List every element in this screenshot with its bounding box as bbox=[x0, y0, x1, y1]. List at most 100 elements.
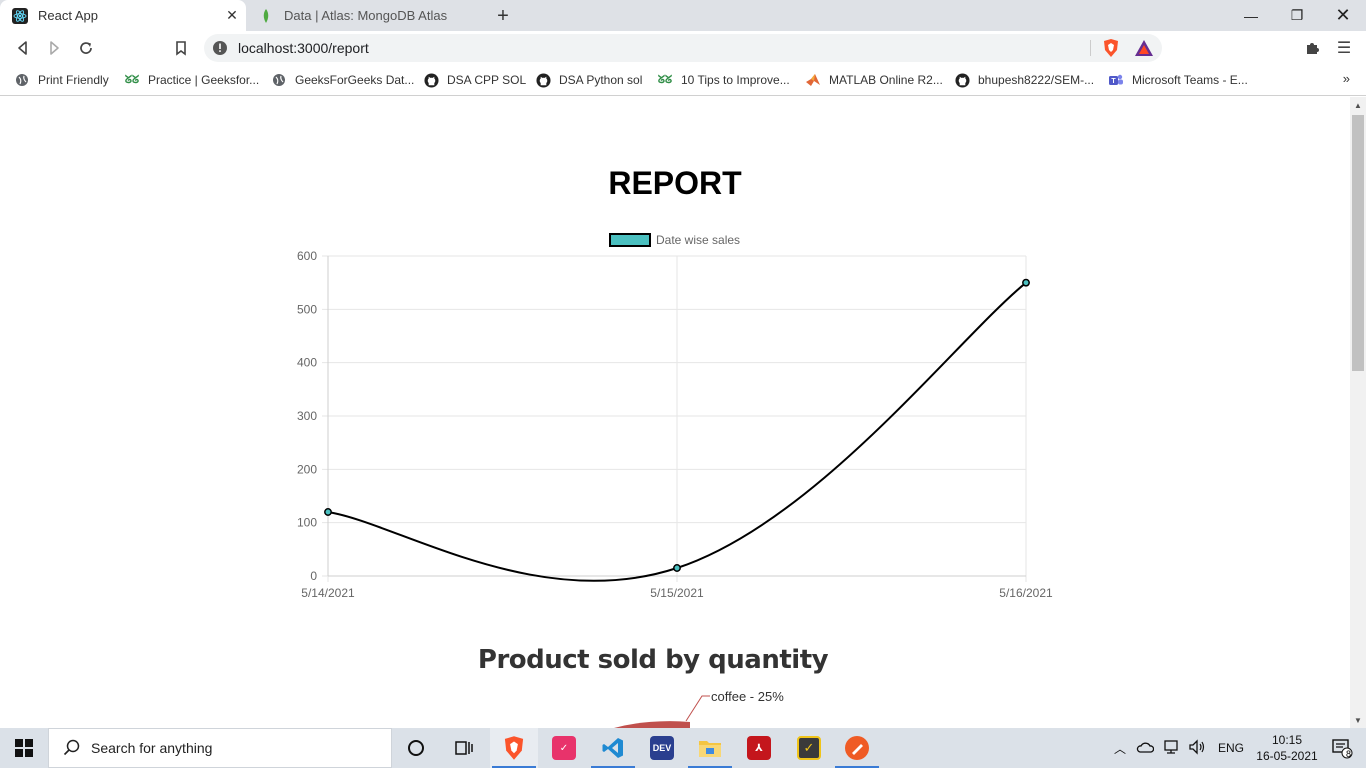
taskbar-calendar-app[interactable]: ✓ bbox=[540, 728, 588, 768]
forward-icon bbox=[50, 41, 59, 55]
scroll-down-arrow-icon[interactable]: ▼ bbox=[1354, 715, 1362, 725]
bookmark-dsa-cpp-sol[interactable]: DSA CPP SOL bbox=[423, 71, 526, 89]
brave-rewards-icon[interactable] bbox=[1134, 39, 1154, 62]
tab-bar: React App ✕ Data | Atlas: MongoDB Atlas … bbox=[0, 0, 1366, 31]
bookmark-print-friendly[interactable]: Print Friendly bbox=[14, 71, 109, 89]
y-tick-label: 600 bbox=[297, 249, 317, 263]
bookmark-geeksforgeeks-dat[interactable]: GeeksForGeeks Dat... bbox=[271, 71, 414, 89]
taskbar-todo-app[interactable]: ✓ bbox=[785, 728, 833, 768]
x-tick-label: 5/15/2021 bbox=[650, 586, 704, 600]
gfg-icon: ᘜᘜ bbox=[124, 73, 140, 86]
task-view-icon bbox=[455, 741, 473, 755]
pie-label-coffee: coffee - 25% bbox=[711, 689, 784, 704]
back-button[interactable] bbox=[12, 37, 34, 59]
x-tick-label: 5/14/2021 bbox=[301, 586, 355, 600]
y-tick-label: 500 bbox=[297, 302, 317, 316]
bookmark-icon bbox=[176, 41, 186, 56]
task-view-button[interactable] bbox=[440, 728, 488, 768]
page-title: REPORT bbox=[608, 165, 742, 201]
menu-button[interactable]: ☰ bbox=[1333, 37, 1355, 59]
taskbar-postman[interactable] bbox=[833, 728, 881, 768]
brave-shields-icon[interactable] bbox=[1102, 38, 1120, 63]
y-tick-label: 400 bbox=[297, 356, 317, 370]
taskbar-acrobat[interactable]: ⅄ bbox=[735, 728, 783, 768]
bookmark-bhupesh8222[interactable]: bhupesh8222/SEM-... bbox=[954, 71, 1094, 89]
bookmark-matlab-online[interactable]: MATLAB Online R2... bbox=[805, 71, 943, 89]
bookmark-microsoft-teams[interactable]: T Microsoft Teams - E... bbox=[1108, 71, 1248, 89]
url-text: localhost:3000/report bbox=[238, 40, 369, 56]
notification-icon bbox=[1332, 739, 1353, 759]
postman-icon bbox=[845, 736, 869, 760]
onedrive-cloud-icon[interactable] bbox=[1136, 741, 1155, 756]
pie-slice-coffee[interactable] bbox=[614, 721, 690, 728]
teams-icon: T bbox=[1108, 72, 1124, 88]
taskbar-vscode[interactable] bbox=[589, 728, 637, 768]
data-point[interactable] bbox=[673, 564, 681, 572]
new-tab-button[interactable]: + bbox=[497, 4, 509, 27]
tab-react-app[interactable]: React App ✕ bbox=[0, 0, 246, 31]
gfg-icon: ᘜᘜ bbox=[657, 73, 673, 86]
svg-text:T: T bbox=[1111, 78, 1116, 85]
omnibox-divider bbox=[1090, 40, 1091, 56]
bookmarks-bar: Print Friendly ᘜᘜ Practice | Geeksfor...… bbox=[0, 65, 1366, 96]
language-indicator[interactable]: ENG bbox=[1218, 741, 1245, 755]
chevron-up-icon[interactable]: ︿ bbox=[1114, 741, 1127, 756]
taskbar-search[interactable]: Search for anything bbox=[48, 728, 392, 768]
bookmark-10-tips[interactable]: ᘜᘜ 10 Tips to Improve... bbox=[657, 73, 790, 87]
more-bookmarks-button[interactable]: » bbox=[1342, 71, 1350, 86]
scroll-thumb[interactable] bbox=[1352, 115, 1364, 371]
puzzle-icon bbox=[1307, 43, 1319, 54]
close-window-button[interactable]: ✕ bbox=[1335, 5, 1351, 25]
github-icon bbox=[954, 72, 970, 88]
close-icon[interactable]: ✕ bbox=[226, 7, 238, 23]
x-tick-label: 5/16/2021 bbox=[999, 586, 1053, 600]
react-icon bbox=[12, 7, 28, 24]
forward-button[interactable] bbox=[43, 37, 65, 59]
extensions-button[interactable] bbox=[1301, 37, 1323, 59]
taskbar-clock[interactable]: 10:15 16-05-2021 bbox=[1252, 732, 1322, 764]
globe-icon bbox=[14, 72, 30, 88]
notification-count: 8 bbox=[1346, 749, 1352, 759]
data-point[interactable] bbox=[324, 508, 332, 516]
minimize-button[interactable]: ― bbox=[1244, 7, 1258, 24]
windows-taskbar: Search for anything ✓ DEV ⅄ ✓ ︿ ENG 10:1… bbox=[0, 728, 1366, 768]
scroll-up-arrow-icon[interactable]: ▲ bbox=[1354, 100, 1362, 110]
legend-label[interactable]: Date wise sales bbox=[656, 233, 740, 247]
tab-title: React App bbox=[38, 8, 98, 23]
taskbar-dev-app[interactable]: DEV bbox=[638, 728, 686, 768]
taskbar-file-explorer[interactable] bbox=[686, 728, 734, 768]
bookmark-button[interactable] bbox=[170, 37, 192, 59]
github-icon bbox=[423, 72, 439, 88]
windows-logo-icon bbox=[15, 739, 33, 757]
dev-icon: DEV bbox=[650, 736, 674, 760]
folder-icon bbox=[699, 741, 721, 757]
checkmark-icon: ✓ bbox=[797, 736, 821, 760]
address-bar[interactable]: localhost:3000/report bbox=[204, 34, 1162, 62]
start-button[interactable] bbox=[0, 728, 48, 768]
notification-center-button[interactable]: 8 bbox=[1318, 728, 1366, 768]
data-point[interactable] bbox=[1022, 278, 1030, 287]
matlab-icon bbox=[805, 72, 821, 88]
info-icon[interactable] bbox=[212, 40, 228, 56]
reload-button[interactable] bbox=[75, 37, 97, 59]
page-viewport: REPORT 0 100 200 300 400 500 600 5/14/2021 5/15/… bbox=[0, 97, 1350, 728]
volume-icon[interactable] bbox=[1188, 738, 1206, 758]
vscode-icon bbox=[602, 738, 623, 758]
taskbar-brave[interactable] bbox=[490, 728, 538, 768]
bookmark-practice-geeksfor[interactable]: ᘜᘜ Practice | Geeksfor... bbox=[124, 73, 260, 87]
y-tick-label: 300 bbox=[297, 409, 317, 423]
network-icon[interactable] bbox=[1162, 739, 1180, 758]
reload-icon bbox=[80, 42, 92, 54]
legend-swatch[interactable] bbox=[609, 233, 651, 247]
pie-chart: coffee - 25% bbox=[614, 689, 784, 728]
clock-time: 10:15 bbox=[1271, 733, 1303, 747]
cortana-button[interactable] bbox=[392, 728, 440, 768]
search-icon bbox=[63, 739, 81, 757]
y-tick-label: 200 bbox=[297, 462, 317, 476]
vertical-scrollbar[interactable]: ▲ ▼ bbox=[1350, 97, 1366, 728]
restore-button[interactable]: ❐ bbox=[1290, 7, 1304, 23]
pie-chart-title: Product sold by quantity bbox=[477, 645, 829, 675]
bookmark-dsa-python-sol[interactable]: DSA Python sol bbox=[535, 71, 642, 89]
tab-mongodb-atlas[interactable]: Data | Atlas: MongoDB Atlas bbox=[246, 0, 482, 31]
globe-icon bbox=[271, 72, 287, 88]
